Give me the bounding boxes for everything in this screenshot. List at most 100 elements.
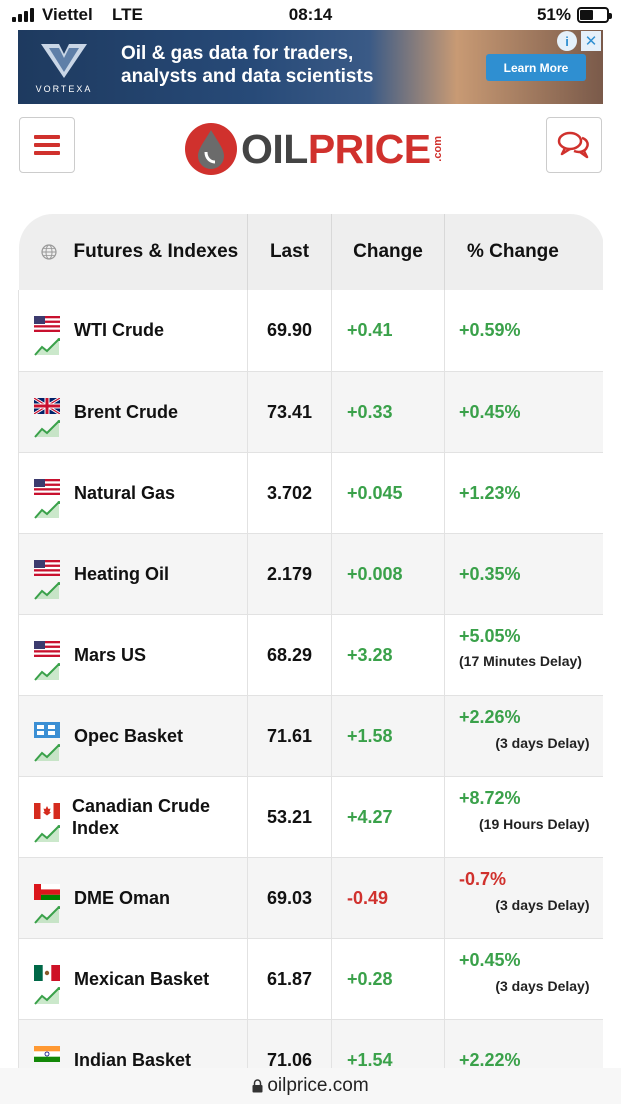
price-change: +3.28 <box>331 614 445 696</box>
instrument-name[interactable]: Natural Gas <box>74 482 176 503</box>
url-text: oilprice.com <box>267 1075 369 1096</box>
trend-chart-icon <box>34 905 60 924</box>
percent-change: +8.72% <box>459 787 521 808</box>
oilprice-logo[interactable]: OILPRICE .com <box>184 122 444 176</box>
instrument-name[interactable]: Mexican Basket <box>74 968 210 989</box>
chat-bubbles-icon <box>557 131 589 159</box>
price-change: +0.41 <box>331 290 445 372</box>
instrument-name[interactable]: DME Oman <box>74 887 171 908</box>
percent-change: +5.05% <box>459 625 521 646</box>
last-price: 69.03 <box>247 857 332 939</box>
instrument-cell[interactable]: Heating Oil <box>18 533 248 615</box>
instrument-name[interactable]: Canadian Crude Index <box>72 795 211 838</box>
carrier-label: Viettel <box>42 5 93 24</box>
price-change: +4.27 <box>331 776 445 858</box>
delay-note: (3 days Delay) <box>495 734 590 751</box>
table-row[interactable]: Mars US 68.29 +3.28 +5.05% (17 Minutes Delay… <box>18 614 603 696</box>
instrument-name[interactable]: Brent Crude <box>74 401 179 422</box>
instrument-cell[interactable]: WTI Crude <box>18 290 248 372</box>
oil-drop-logo-icon <box>185 123 237 175</box>
table-row[interactable]: Brent Crude 73.41 +0.33 +0.45% <box>18 371 603 453</box>
price-change: +1.54 <box>331 1019 445 1074</box>
comments-button[interactable] <box>546 117 602 173</box>
trend-chart-icon <box>34 662 60 681</box>
logo-oil-text: OIL <box>241 125 308 172</box>
ad-brand-name: VORTEXA <box>35 84 93 94</box>
percent-change-cell: +0.35% <box>444 533 603 615</box>
instrument-name[interactable]: WTI Crude <box>74 320 164 340</box>
instrument-cell[interactable]: Mars US <box>18 614 248 696</box>
percent-change: +2.22% <box>459 1049 521 1070</box>
trend-chart-icon <box>34 419 60 438</box>
percent-change: +0.59% <box>459 320 521 340</box>
instrument-name[interactable]: Opec Basket <box>74 725 184 746</box>
instrument-cell[interactable]: DME Oman <box>18 857 248 939</box>
table-row[interactable]: Mexican Basket 61.87 +0.28 +0.45% (3 days De… <box>18 938 603 1020</box>
us-flag-icon <box>34 640 60 662</box>
price-change: +0.28 <box>331 938 445 1020</box>
ad-close-icon[interactable]: ✕ <box>581 31 601 51</box>
site-header: OILPRICE .com <box>0 104 621 214</box>
delay-note: (17 Minutes Delay) <box>459 652 582 669</box>
header-pct-change[interactable]: % Change <box>444 214 603 290</box>
menu-button[interactable] <box>19 117 75 173</box>
network-label: LTE <box>112 5 143 24</box>
browser-url-bar[interactable]: oilprice.com <box>0 1068 621 1104</box>
instrument-name[interactable]: Indian Basket <box>74 1049 192 1070</box>
instrument-cell[interactable]: Canadian Crude Index <box>18 776 248 858</box>
ad-info-icon[interactable]: i <box>557 31 577 51</box>
percent-change-cell: +5.05% (17 Minutes Delay) <box>444 614 603 696</box>
table-row[interactable]: Canadian Crude Index 53.21 +4.27 +8.72% (19 … <box>18 776 603 858</box>
trend-chart-icon <box>34 500 60 519</box>
ad-learn-more-button[interactable]: Learn More <box>486 54 586 81</box>
header-last[interactable]: Last <box>247 214 332 290</box>
futures-table: Futures & Indexes Last Change % Change W… <box>18 214 603 1074</box>
last-price: 71.06 <box>247 1019 332 1074</box>
last-price: 3.702 <box>247 452 332 534</box>
table-row[interactable]: Indian Basket 71.06 +1.54 +2.22% <box>18 1019 603 1074</box>
instrument-cell[interactable]: Opec Basket <box>18 695 248 777</box>
signal-icon <box>12 8 34 22</box>
instrument-cell[interactable]: Mexican Basket <box>18 938 248 1020</box>
trend-chart-icon <box>34 743 60 762</box>
india-flag-icon <box>34 1045 60 1067</box>
delay-note: (19 Hours Delay) <box>479 815 590 832</box>
delay-note: (3 days Delay) <box>495 896 590 913</box>
instrument-name[interactable]: Heating Oil <box>74 563 170 584</box>
instrument-name[interactable]: Mars US <box>74 644 147 665</box>
logo-wordmark: OILPRICE <box>241 125 431 172</box>
price-change: +1.58 <box>331 695 445 777</box>
last-price: 69.90 <box>247 290 332 372</box>
instrument-cell[interactable]: Natural Gas <box>18 452 248 534</box>
last-price: 71.61 <box>247 695 332 777</box>
ad-banner[interactable]: VORTEXA Oil & gas data for traders, anal… <box>18 30 603 104</box>
ad-headline-line-1: Oil & gas data for traders, <box>121 43 354 64</box>
last-price: 53.21 <box>247 776 332 858</box>
header-change[interactable]: Change <box>331 214 445 290</box>
vortexa-logo-icon <box>41 44 87 78</box>
uk-flag-icon <box>33 396 61 419</box>
percent-change: +2.26% <box>459 706 521 727</box>
percent-change: +0.45% <box>459 401 521 422</box>
percent-change-cell: -0.7% (3 days Delay) <box>444 857 603 939</box>
header-futures-label: Futures & Indexes <box>73 241 239 262</box>
table-row[interactable]: Heating Oil 2.179 +0.008 +0.35% <box>18 533 603 615</box>
us-flag-icon <box>34 478 60 500</box>
instrument-cell[interactable]: Indian Basket <box>18 1019 248 1074</box>
percent-change-cell: +2.22% <box>444 1019 603 1074</box>
hamburger-icon <box>34 131 60 159</box>
last-price: 68.29 <box>247 614 332 696</box>
trend-chart-icon <box>34 824 60 843</box>
table-row[interactable]: Natural Gas 3.702 +0.045 +1.23% <box>18 452 603 534</box>
oman-flag-icon <box>34 883 60 905</box>
table-row[interactable]: DME Oman 69.03 -0.49 -0.7% (3 days Delay) <box>18 857 603 939</box>
percent-change-cell: +1.23% <box>444 452 603 534</box>
last-price: 73.41 <box>247 371 332 453</box>
table-row[interactable]: WTI Crude 69.90 +0.41 +0.59% <box>18 290 603 372</box>
table-row[interactable]: Opec Basket 71.61 +1.58 +2.26% (3 days Delay… <box>18 695 603 777</box>
percent-change: +0.45% <box>459 949 521 970</box>
percent-change: +0.35% <box>459 563 521 584</box>
instrument-cell[interactable]: Brent Crude <box>18 371 248 453</box>
ad-headline-line-2: analysts and data scientists <box>121 66 374 87</box>
price-change: -0.49 <box>331 857 445 939</box>
